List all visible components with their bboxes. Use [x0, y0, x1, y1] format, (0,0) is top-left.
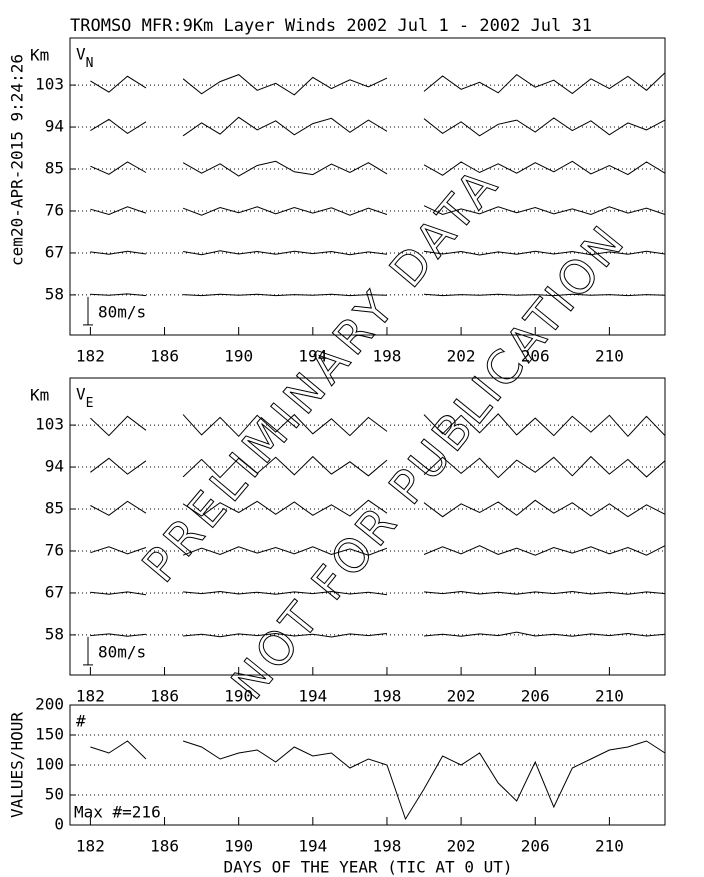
x-tick-label: 198	[373, 837, 402, 856]
x-tick-label: 210	[595, 837, 624, 856]
wind-trace	[90, 413, 666, 438]
y-axis-label: Km	[30, 46, 49, 65]
x-tick-label: 190	[224, 347, 253, 366]
panel-label: VE	[76, 385, 93, 411]
y-tick-label: 103	[35, 75, 64, 94]
x-tick-label: 198	[373, 687, 402, 706]
wind-trace	[90, 590, 666, 596]
x-tick-label: 198	[373, 347, 402, 366]
x-tick-label: 186	[150, 687, 179, 706]
wind-trace	[90, 545, 666, 556]
panel-label: #	[76, 712, 86, 731]
panel-subscript: N	[86, 56, 94, 71]
x-tick-label: 202	[447, 687, 476, 706]
scale-bar-label: 80m/s	[98, 302, 146, 321]
y-tick-label: 76	[45, 540, 64, 559]
chart-title: TROMSO MFR:9Km Layer Winds 2002 Jul 1 - …	[70, 16, 592, 36]
wind-trace	[90, 72, 666, 96]
y-tick-label: 0	[54, 815, 64, 834]
x-tick-label: 206	[521, 837, 550, 856]
wind-trace	[90, 631, 666, 638]
x-tick-label: 210	[595, 347, 624, 366]
x-tick-label: 182	[76, 687, 105, 706]
wind-trace	[90, 499, 666, 518]
x-tick-label: 194	[298, 687, 327, 706]
y-tick-label: 94	[45, 457, 64, 476]
x-tick-label: 194	[298, 837, 327, 856]
x-tick-label: 202	[447, 837, 476, 856]
wind-trace	[90, 455, 666, 479]
x-tick-label: 182	[76, 837, 105, 856]
watermark: PRELIMINARY DATA	[132, 159, 508, 592]
y-tick-label: 150	[35, 725, 64, 744]
x-tick-label: 190	[224, 837, 253, 856]
x-tick-label: 210	[595, 687, 624, 706]
wind-trace	[90, 293, 666, 297]
y-tick-label: 85	[45, 499, 64, 518]
y-tick-label: 58	[45, 284, 64, 303]
wind-trace	[90, 116, 666, 137]
y-tick-label: 50	[45, 785, 64, 804]
timestamp: cem20-APR-2015 9:24:26	[8, 54, 27, 266]
y-tick-label: 67	[45, 582, 64, 601]
panel-label: VN	[76, 45, 93, 71]
y-tick-label: 103	[35, 415, 64, 434]
y-axis-label: VALUES/HOUR	[8, 712, 27, 818]
x-tick-label: 194	[298, 347, 327, 366]
plot-frame	[69, 377, 666, 676]
wind-trace	[90, 250, 666, 256]
y-tick-label: 85	[45, 159, 64, 178]
y-tick-label: 76	[45, 200, 64, 219]
count-trace	[90, 740, 666, 821]
x-tick-label: 186	[150, 837, 179, 856]
wind-trace	[90, 160, 666, 177]
x-tick-label: 190	[224, 687, 253, 706]
x-axis-label: DAYS OF THE YEAR (TIC AT 0 UT)	[224, 858, 513, 877]
y-tick-label: 200	[35, 695, 64, 714]
x-tick-label: 182	[76, 347, 105, 366]
scale-bar-label: 80m/s	[98, 642, 146, 661]
x-tick-label: 186	[150, 347, 179, 366]
x-tick-label: 206	[521, 687, 550, 706]
y-axis-label: Km	[30, 386, 49, 405]
plot-frame	[69, 37, 666, 336]
y-tick-label: 67	[45, 242, 64, 261]
x-tick-label: 202	[447, 347, 476, 366]
x-tick-label: 206	[521, 347, 550, 366]
annotation: Max #=216	[74, 803, 161, 822]
wind-trace	[90, 205, 666, 216]
panel-subscript: E	[86, 396, 94, 411]
y-tick-label: 100	[35, 755, 64, 774]
y-tick-label: 58	[45, 624, 64, 643]
y-tick-label: 94	[45, 117, 64, 136]
